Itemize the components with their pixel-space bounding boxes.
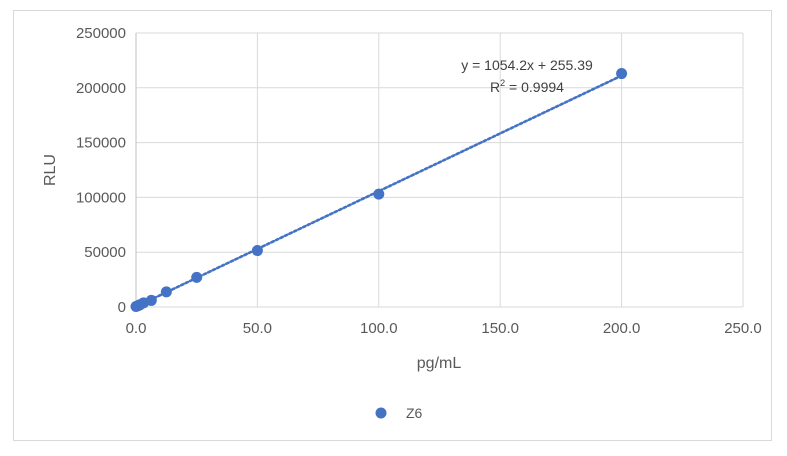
- grid-lines: [135, 32, 744, 308]
- x-tick-labels: 0.0 50.0 100.0 150.0 200.0 250.0: [126, 320, 762, 337]
- r-squared-label: R2 = 0.9994: [490, 78, 564, 95]
- x-tick-label: 0.0: [126, 320, 147, 337]
- trendline-equation: y = 1054.2x + 255.39: [461, 57, 593, 73]
- y-tick-label: 150000: [76, 135, 126, 152]
- x-tick-label: 250.0: [724, 320, 762, 337]
- legend-label-z6: Z6: [406, 405, 423, 421]
- legend-marker-z6: [375, 407, 387, 419]
- y-tick-label: 250000: [76, 25, 126, 42]
- x-tick-label: 100.0: [360, 320, 398, 337]
- y-axis-title: RLU: [42, 154, 59, 186]
- data-point: [160, 286, 172, 298]
- y-tick-label: 0: [118, 299, 126, 316]
- data-point: [251, 245, 263, 257]
- y-tick-labels: 0 50000 100000 150000 200000 250000: [76, 25, 126, 316]
- y-tick-label: 50000: [84, 244, 126, 261]
- x-tick-label: 200.0: [603, 320, 641, 337]
- data-point: [191, 271, 203, 283]
- data-points: [130, 68, 628, 312]
- x-axis-title: pg/mL: [417, 355, 462, 372]
- y-tick-label: 200000: [76, 80, 126, 97]
- x-tick-label: 150.0: [481, 320, 519, 337]
- data-point: [373, 188, 385, 200]
- chart-frame: [13, 10, 772, 441]
- legend: Z6: [375, 405, 423, 421]
- data-point: [145, 294, 157, 306]
- y-tick-label: 100000: [76, 189, 126, 206]
- x-tick-label: 50.0: [243, 320, 272, 337]
- data-point: [616, 68, 628, 80]
